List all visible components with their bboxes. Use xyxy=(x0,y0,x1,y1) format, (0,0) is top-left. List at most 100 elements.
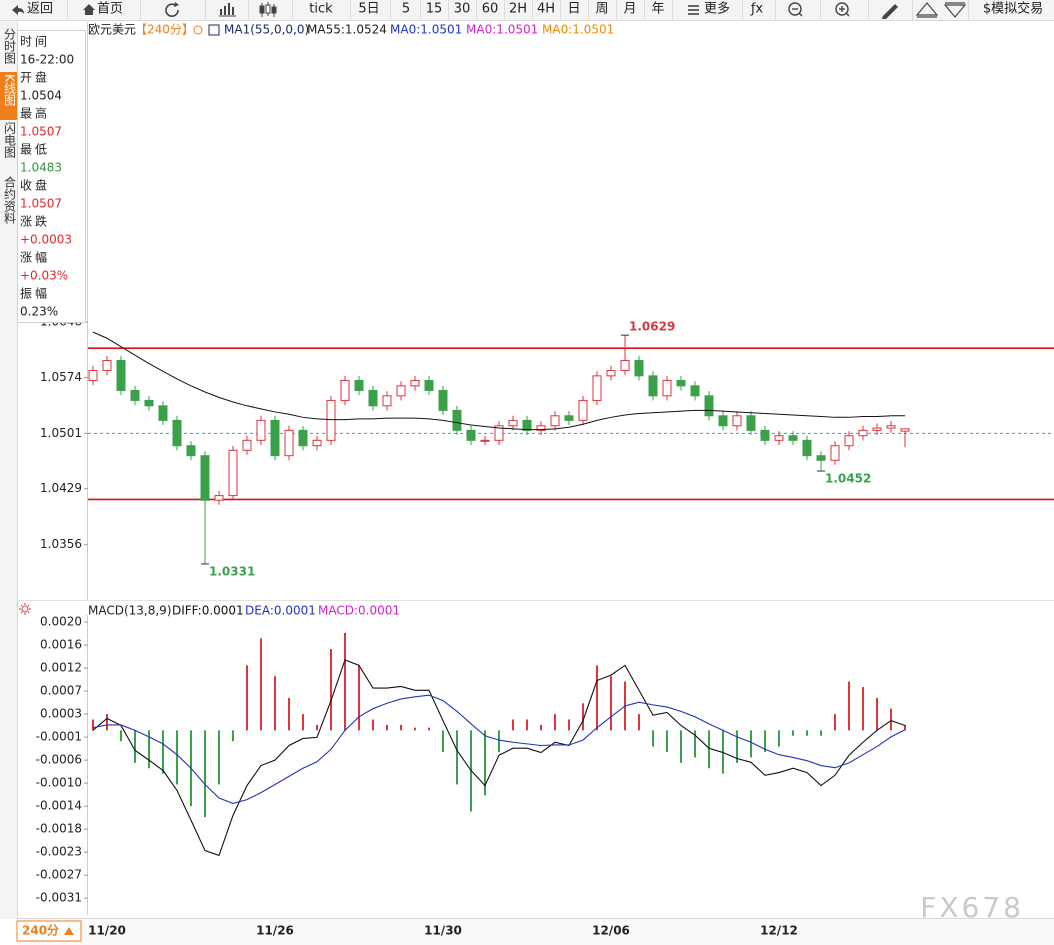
macd-bar xyxy=(540,724,542,731)
macd-bar xyxy=(512,719,514,731)
down-triangle-icon[interactable] xyxy=(943,2,967,18)
info-value: +0.0003 xyxy=(20,233,72,247)
toolbar-button[interactable]: 60 xyxy=(482,2,499,17)
macd-bar xyxy=(596,665,598,731)
toolbar-button[interactable]: tick xyxy=(309,2,333,17)
candles-icon[interactable] xyxy=(259,2,277,17)
toolbar-button[interactable]: 返回 xyxy=(27,2,53,17)
macd-bar xyxy=(610,676,612,731)
up-triangle-icon[interactable] xyxy=(915,2,939,18)
macd-bar xyxy=(708,730,710,769)
candle-body xyxy=(438,389,448,411)
toolbar-button[interactable]: 首页 xyxy=(97,2,123,17)
candle-body xyxy=(270,419,280,457)
pen-icon[interactable] xyxy=(882,4,898,19)
more-icon[interactable] xyxy=(688,5,699,15)
icon-line xyxy=(845,12,850,17)
candle-body xyxy=(130,389,140,401)
macd-bar xyxy=(862,687,864,731)
macd-bar xyxy=(400,724,402,731)
info-label: 时间 xyxy=(20,35,50,49)
refresh-arrow xyxy=(174,2,179,7)
period-tab[interactable]: 240分 xyxy=(22,923,59,938)
candle-body xyxy=(508,419,518,427)
macd-bar xyxy=(386,724,388,731)
info-panel-bg xyxy=(17,30,86,323)
toolbar-button[interactable]: 5日 xyxy=(358,2,379,17)
info-label: 涨跌 xyxy=(20,214,50,229)
candle-body xyxy=(326,399,336,441)
macd-bar xyxy=(316,724,318,731)
active-tab-bg xyxy=(0,72,17,120)
toolbar: 返回 首页 tick 5日 5 15 30 60 2H 4H 日周月年 更多 ƒx $模拟交易 xyxy=(27,0,1043,20)
toolbar-button[interactable]: 30 xyxy=(454,2,471,17)
info-value: 0.23% xyxy=(20,305,58,319)
macd-settings-icon[interactable] xyxy=(19,603,31,615)
zoom-in-icon[interactable] xyxy=(835,2,850,17)
macd-bar xyxy=(526,719,528,731)
home-icon[interactable] xyxy=(83,4,95,15)
macd-bar xyxy=(666,730,668,753)
toolbar-button[interactable]: 周 xyxy=(595,2,608,17)
candle-body xyxy=(676,379,686,387)
chart-period: 【240分】 xyxy=(135,23,194,37)
chart-layer: 1.03561.04291.05011.05741.06461.06291.03… xyxy=(36,22,1054,915)
bars-icon[interactable] xyxy=(219,3,236,17)
toolbar-button[interactable]: 更多 xyxy=(704,1,730,17)
candle-body xyxy=(466,429,476,441)
ma-settings-icon[interactable] xyxy=(208,24,220,36)
macd-bar xyxy=(442,730,444,753)
candle-body xyxy=(620,360,630,371)
side-tab[interactable]: 分时图 xyxy=(3,28,17,64)
candle-body xyxy=(592,375,602,401)
period-tab-arrow xyxy=(64,927,74,935)
macd-bar xyxy=(260,638,262,731)
candle-body xyxy=(746,415,756,431)
back-icon[interactable] xyxy=(12,5,24,15)
toolbar-button[interactable]: 年 xyxy=(651,2,664,17)
extreme-label: 1.0331 xyxy=(209,564,255,578)
toolbar-button[interactable]: 2H xyxy=(509,2,527,17)
candle-body xyxy=(522,419,532,431)
info-label: 振幅 xyxy=(20,286,50,301)
macd-bar xyxy=(820,730,822,736)
y-tick-label: -0.0031 xyxy=(36,891,82,905)
toolbar-button[interactable]: 5 xyxy=(402,2,410,17)
macd-bar xyxy=(890,708,892,731)
period-tab-bg[interactable] xyxy=(16,920,82,942)
side-tab[interactable]: 合约资料 xyxy=(3,175,17,224)
period-icon[interactable] xyxy=(193,25,203,35)
macd-bar xyxy=(330,649,332,731)
toolbar-button[interactable]: 日 xyxy=(567,2,580,17)
side-tab[interactable]: 闪电图 xyxy=(3,122,17,158)
toolbar-button[interactable]: ƒx xyxy=(750,2,764,17)
legend-entry: DIFF:0.0001 xyxy=(172,604,244,618)
candle-body xyxy=(550,415,560,427)
candle-body xyxy=(634,360,644,377)
toolbar-button[interactable]: 15 xyxy=(426,2,443,17)
y-tick-label: 1.0429 xyxy=(40,481,82,495)
macd-bar xyxy=(274,676,276,731)
candle-body xyxy=(662,379,672,397)
icon-circle xyxy=(835,2,849,16)
toolbar-button[interactable]: $模拟交易 xyxy=(983,1,1043,17)
macd-bar xyxy=(498,730,500,753)
macd-line xyxy=(92,659,906,857)
candle-body xyxy=(452,409,462,431)
candle-body xyxy=(256,419,266,441)
toolbar-button[interactable]: 月 xyxy=(623,2,636,17)
x-tick-label: 12/06 xyxy=(592,924,630,938)
y-tick-label: -0.0010 xyxy=(36,776,82,790)
side-tab[interactable]: K线图 xyxy=(3,74,17,106)
macd-bar xyxy=(106,714,108,731)
y-tick-label: 0.0003 xyxy=(40,707,82,721)
zoom-out-icon[interactable] xyxy=(788,2,803,17)
candle-body xyxy=(424,379,434,391)
legend-entry: MA0:1.0501 xyxy=(390,23,462,37)
refresh-icon[interactable] xyxy=(165,3,179,17)
macd-bar xyxy=(554,714,556,731)
candle-body xyxy=(172,419,182,447)
toolbar-button[interactable]: 4H xyxy=(537,2,555,17)
legend-entry: MA1(55,0,0,0) xyxy=(224,23,309,37)
